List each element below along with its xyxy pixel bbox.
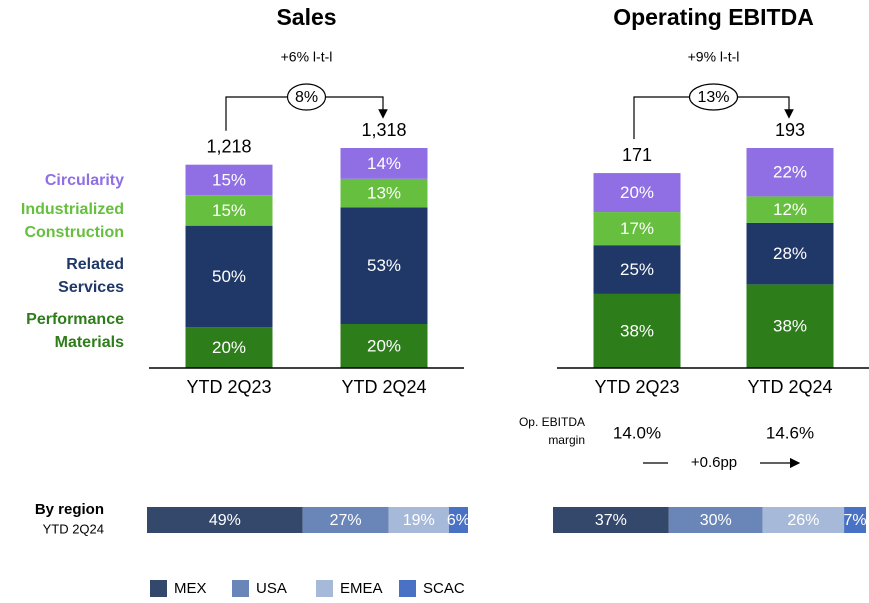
legend-label: SCAC: [423, 580, 465, 597]
legend-label: EMEA: [340, 580, 383, 597]
hbar-segment: [302, 507, 389, 533]
legend-label: Circularity: [44, 172, 124, 189]
segment-label: 27%: [330, 512, 362, 529]
legend-label: MEX: [174, 580, 207, 597]
chart-subtitle: YTD 2Q24: [43, 521, 104, 536]
segment-label: 38%: [620, 321, 654, 340]
bar-segment: [340, 324, 428, 368]
segment-label: 26%: [787, 512, 819, 529]
hbar-segment: [448, 507, 468, 533]
bar-segment: [340, 178, 428, 208]
bar-segment: [340, 148, 428, 179]
segment-label: 14%: [367, 154, 401, 173]
cagr-label: 13%: [697, 89, 729, 106]
total-label: 171: [622, 145, 652, 165]
segment-label: 13%: [367, 184, 401, 203]
bar-segment: [185, 327, 273, 368]
bar-segment: [746, 284, 834, 368]
segment-label: 38%: [773, 317, 807, 336]
bar-segment: [185, 164, 273, 196]
hbar-segment: [147, 507, 303, 533]
total-label: 1,318: [361, 120, 406, 140]
total-label: 1,218: [206, 136, 251, 156]
change-label: +0.6pp: [691, 454, 737, 471]
segment-label: 12%: [773, 200, 807, 219]
segment-label: 30%: [700, 512, 732, 529]
segment-label: 20%: [620, 183, 654, 202]
segment-label: 49%: [209, 512, 241, 529]
hbar-segment: [762, 507, 845, 533]
chart-title: Sales: [276, 4, 336, 30]
bar-segment: [746, 148, 834, 197]
total-label: 193: [775, 120, 805, 140]
segment-label: 37%: [595, 512, 627, 529]
legend-label: Industrialized Construction: [20, 201, 124, 241]
bar-segment: [593, 173, 681, 213]
segment-label: 19%: [403, 512, 435, 529]
segment-label: 53%: [367, 256, 401, 275]
bar-segment: [340, 207, 428, 324]
segment-label: 6%: [447, 512, 470, 529]
x-tick-label: YTD 2Q23: [594, 377, 679, 397]
margin-value: 14.6%: [766, 423, 814, 442]
bar-segment: [746, 196, 834, 223]
segment-label: 50%: [212, 267, 246, 286]
segment-label: 25%: [620, 260, 654, 279]
hbar-segment: [668, 507, 763, 533]
bar-segment: [185, 225, 273, 328]
legend-swatch: [150, 580, 167, 597]
growth-label: +9% l-t-l: [688, 49, 740, 65]
hbar-segment: [553, 507, 669, 533]
legend-swatch: [399, 580, 416, 597]
legend-swatch: [316, 580, 333, 597]
x-tick-label: YTD 2Q24: [747, 377, 832, 397]
margin-value: 14.0%: [613, 423, 661, 442]
legend-swatch: [232, 580, 249, 597]
segment-label: 22%: [773, 163, 807, 182]
bar-segment: [185, 195, 273, 226]
segment-label: 28%: [773, 244, 807, 263]
cagr-bubble: [286, 83, 327, 111]
segment-label: 15%: [212, 201, 246, 220]
chart-title: Operating EBITDA: [613, 4, 814, 30]
margin-label: Op. EBITDA margin: [518, 415, 585, 447]
x-tick-label: YTD 2Q23: [186, 377, 271, 397]
bar-segment: [746, 222, 834, 285]
chart-title: By region: [35, 501, 104, 518]
segment-label: 20%: [212, 338, 246, 357]
bar-segment: [593, 293, 681, 368]
hbar-segment: [388, 507, 449, 533]
cagr-label: 8%: [295, 89, 318, 106]
segment-label: 17%: [620, 219, 654, 238]
legend-label: Related Services: [58, 256, 124, 296]
growth-label: +6% l-t-l: [281, 49, 333, 65]
legend-label: USA: [256, 580, 287, 597]
segment-label: 15%: [212, 170, 246, 189]
cagr-bubble: [688, 83, 739, 111]
hbar-segment: [844, 507, 866, 533]
segment-label: 20%: [367, 336, 401, 355]
legend-label: Performance Materials: [26, 311, 124, 351]
x-tick-label: YTD 2Q24: [341, 377, 426, 397]
segment-label: 7%: [843, 512, 866, 529]
bar-segment: [593, 245, 681, 294]
bar-segment: [593, 212, 681, 246]
